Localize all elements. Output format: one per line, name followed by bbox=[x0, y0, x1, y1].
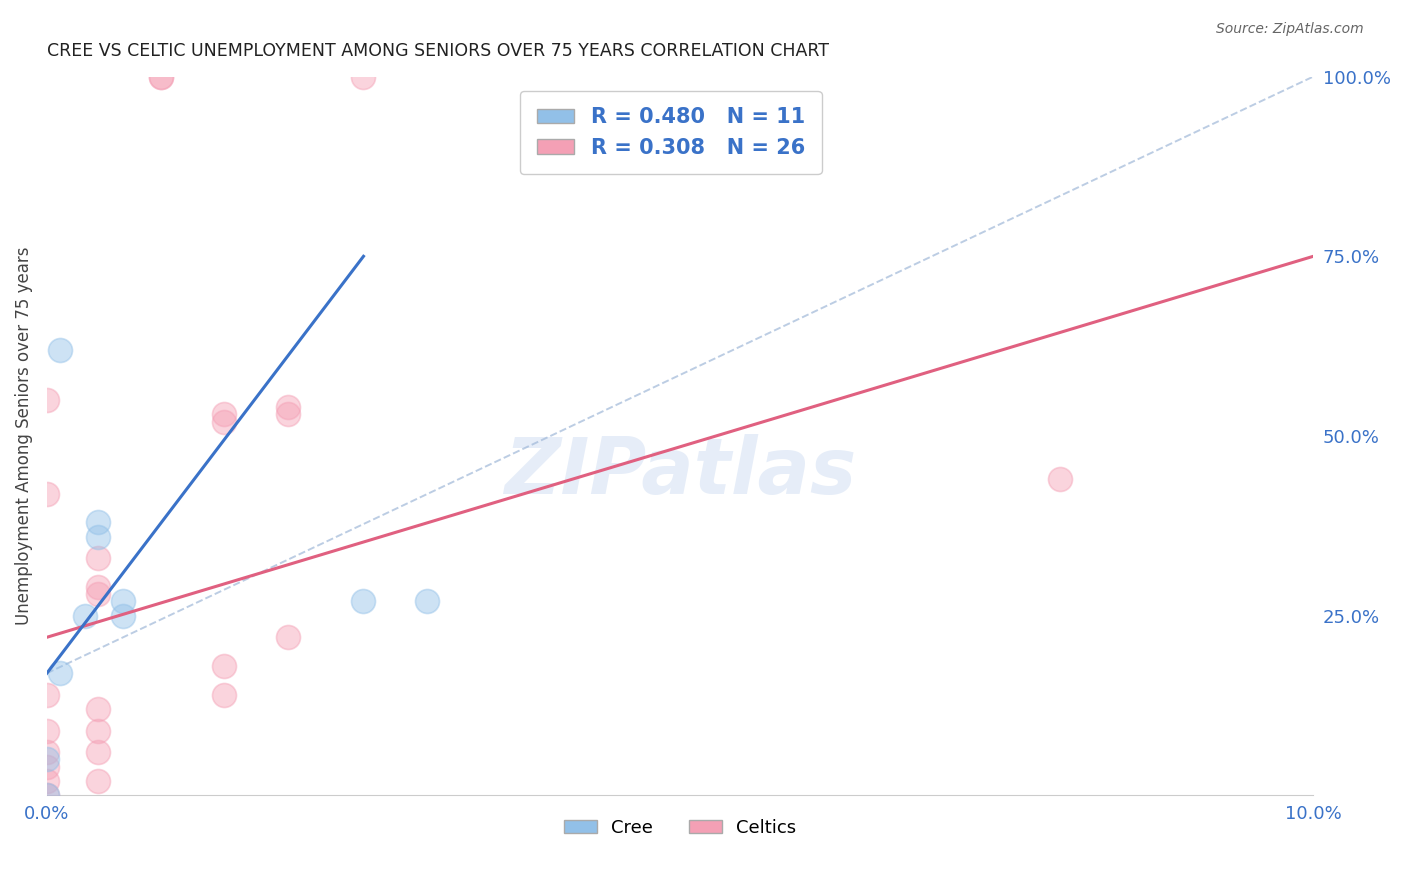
Point bbox=[1049, 472, 1071, 486]
Point bbox=[276, 630, 298, 644]
Point bbox=[86, 745, 108, 759]
Point bbox=[86, 530, 108, 544]
Point bbox=[35, 789, 58, 803]
Text: CREE VS CELTIC UNEMPLOYMENT AMONG SENIORS OVER 75 YEARS CORRELATION CHART: CREE VS CELTIC UNEMPLOYMENT AMONG SENIOR… bbox=[46, 42, 830, 60]
Point bbox=[276, 408, 298, 422]
Text: Source: ZipAtlas.com: Source: ZipAtlas.com bbox=[1216, 22, 1364, 37]
Point bbox=[111, 608, 134, 623]
Point bbox=[35, 759, 58, 773]
Point bbox=[212, 688, 235, 702]
Point bbox=[86, 580, 108, 594]
Point bbox=[86, 723, 108, 738]
Point bbox=[416, 594, 439, 608]
Point bbox=[35, 392, 58, 407]
Legend: Cree, Celtics: Cree, Celtics bbox=[557, 812, 803, 844]
Point bbox=[353, 594, 375, 608]
Point bbox=[35, 789, 58, 803]
Point bbox=[212, 659, 235, 673]
Point bbox=[149, 70, 172, 84]
Point bbox=[86, 515, 108, 529]
Point bbox=[73, 608, 96, 623]
Point bbox=[212, 415, 235, 429]
Y-axis label: Unemployment Among Seniors over 75 years: Unemployment Among Seniors over 75 years bbox=[15, 247, 32, 625]
Point bbox=[35, 745, 58, 759]
Point bbox=[35, 723, 58, 738]
Point bbox=[86, 702, 108, 716]
Point bbox=[86, 551, 108, 566]
Point bbox=[48, 343, 70, 357]
Point bbox=[149, 70, 172, 84]
Point bbox=[35, 774, 58, 789]
Point bbox=[111, 594, 134, 608]
Text: ZIPatlas: ZIPatlas bbox=[503, 434, 856, 510]
Point bbox=[86, 774, 108, 789]
Point bbox=[212, 408, 235, 422]
Point bbox=[353, 70, 375, 84]
Point bbox=[48, 666, 70, 681]
Point bbox=[276, 401, 298, 415]
Point bbox=[35, 752, 58, 766]
Point bbox=[35, 688, 58, 702]
Point bbox=[35, 486, 58, 500]
Point bbox=[86, 587, 108, 601]
